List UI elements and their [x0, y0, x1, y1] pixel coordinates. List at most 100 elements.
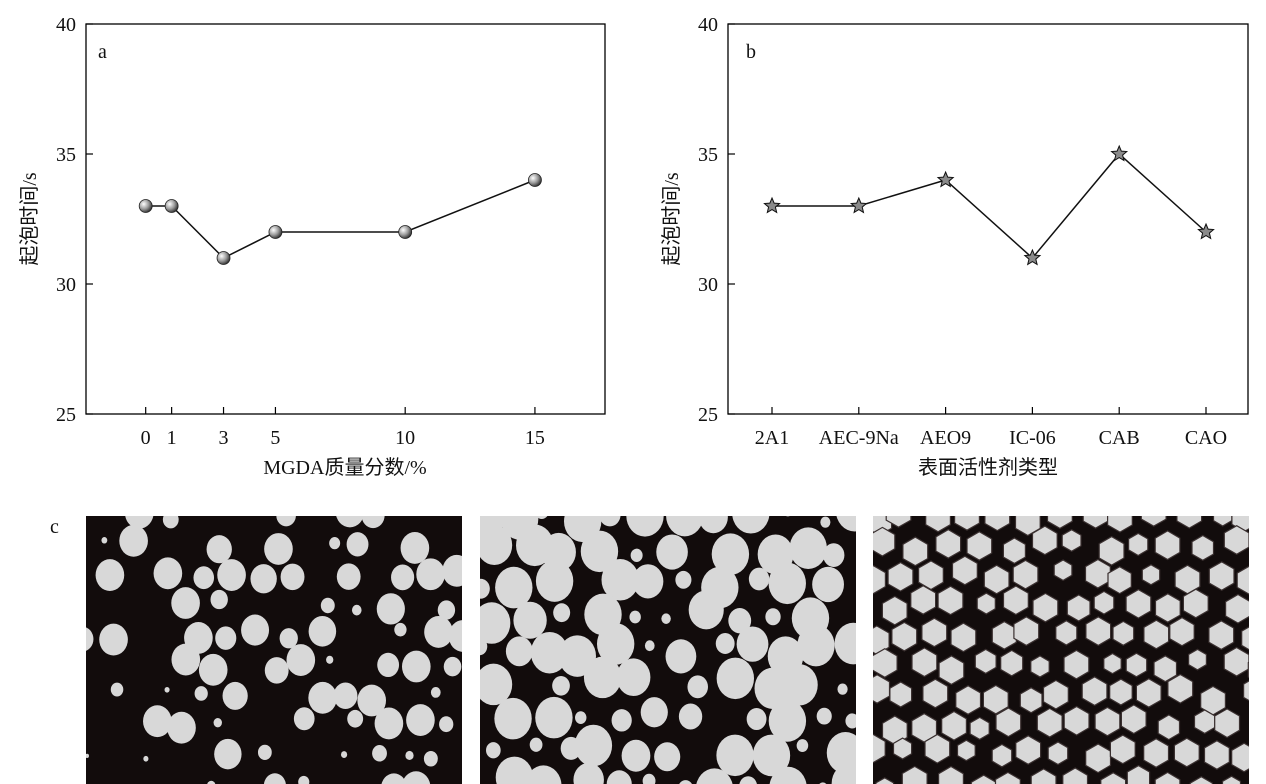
- foam-bubble: [732, 516, 770, 534]
- foam-bubble: [630, 548, 643, 563]
- foam-bubble: [982, 684, 1009, 715]
- foam-bubble: [752, 734, 791, 777]
- chart-a-data-point: [216, 251, 231, 265]
- foam-bubble: [264, 533, 293, 565]
- foam-bubble: [1107, 516, 1133, 533]
- foam-bubble: [164, 686, 170, 693]
- foam-bubble: [644, 640, 655, 652]
- foam-bubble: [346, 532, 369, 557]
- foam-bubble: [1212, 516, 1233, 527]
- foam-bubble: [374, 707, 404, 740]
- foam-bubble: [688, 590, 724, 630]
- foam-bubble: [739, 776, 757, 784]
- foam-bubble: [210, 589, 228, 610]
- foam-bubble: [1208, 561, 1235, 591]
- foam-bubble: [153, 557, 183, 590]
- foam-bubble: [1013, 616, 1040, 647]
- foam-bubble: [423, 750, 438, 767]
- foam-bubble: [193, 566, 215, 590]
- foam-bubble: [837, 683, 848, 695]
- foam-bubble: [983, 564, 1010, 595]
- foam-bubble: [1046, 516, 1073, 530]
- foam-bubble: [1036, 707, 1063, 738]
- foam-bubble: [336, 563, 361, 590]
- foam-bubble: [765, 608, 781, 626]
- foam-bubble: [213, 717, 222, 728]
- foam-bubble: [171, 587, 200, 619]
- foam-bubble: [654, 742, 681, 772]
- foam-bubble: [679, 780, 692, 784]
- foam-bubble: [110, 682, 124, 697]
- chart-b-y-axis-title: 起泡时间/s: [660, 172, 683, 266]
- foam-bubble: [768, 700, 807, 742]
- foam-bubble: [535, 696, 573, 739]
- foam-bubble: [887, 561, 914, 592]
- foam-bubble: [601, 559, 639, 601]
- foam-bubble: [336, 516, 364, 528]
- foam-bubble: [1189, 776, 1213, 784]
- foam-bubble: [823, 543, 845, 567]
- chart-b-data-point: [763, 196, 781, 214]
- foam-bubble: [1000, 649, 1024, 677]
- foam-bubble: [575, 711, 587, 724]
- foam-bubble: [525, 765, 562, 784]
- foam-bubble: [834, 622, 856, 665]
- foam-bubble: [1109, 678, 1133, 706]
- foam-bubble: [911, 647, 938, 678]
- foam-bubble: [101, 537, 108, 544]
- foam-bubble: [935, 528, 962, 559]
- chart-b-x-axis: 2A1 AEC-9Na AEO9 IC-06 CAB CAO: [755, 407, 1227, 449]
- foam-bubble: [263, 773, 286, 784]
- foam-bubble: [1066, 594, 1091, 622]
- chart-b-data-point: [1110, 144, 1129, 162]
- foam-bubble: [1030, 768, 1057, 784]
- foam-bubble: [143, 755, 149, 762]
- foam-bubble: [206, 535, 232, 564]
- foam-bubble: [831, 763, 856, 784]
- foam-bubble: [1053, 559, 1073, 582]
- foam-bubble: [596, 623, 635, 665]
- foam-bubble: [326, 655, 334, 664]
- foam-bubble: [257, 744, 272, 760]
- foam-photo-canvas: [873, 516, 1249, 784]
- foam-bubble: [1109, 734, 1136, 765]
- foam-bubble: [1154, 530, 1181, 561]
- foam-bubble: [264, 657, 289, 684]
- foam-bubble: [1203, 740, 1230, 770]
- foam-bubble: [1188, 648, 1207, 671]
- foam-bubble: [1107, 566, 1132, 595]
- foam-bubble: [1128, 532, 1149, 557]
- foam-bubble: [748, 567, 770, 591]
- foam-bubble: [1098, 535, 1125, 566]
- chart-a-x-tick-label: 5: [270, 427, 280, 449]
- foam-bubble: [984, 516, 1011, 532]
- foam-bubble: [535, 560, 574, 602]
- foam-bubble: [698, 516, 728, 534]
- foam-bubble: [1085, 616, 1112, 647]
- foam-bubble: [333, 682, 358, 710]
- foam-bubble: [873, 564, 886, 595]
- foam-bubble: [340, 751, 348, 759]
- foam-bubble: [715, 633, 735, 654]
- foam-bubble: [573, 762, 604, 784]
- foam-bubble: [889, 681, 913, 708]
- chart-b-y-axis: 25 30 35 40: [698, 14, 735, 426]
- foam-bubble: [629, 610, 641, 624]
- chart-b-x-tick-label: AEC-9Na: [819, 427, 899, 449]
- foam-bubble: [222, 681, 248, 710]
- chart-b-x-tick-label: CAO: [1185, 427, 1227, 449]
- foam-bubble: [86, 753, 89, 758]
- foam-bubble: [171, 643, 201, 676]
- chart-b-x-tick-label: AEO9: [920, 427, 971, 449]
- foam-bubble: [529, 737, 543, 752]
- foam-bubble: [308, 681, 337, 714]
- foam-bubble: [768, 562, 806, 605]
- foam-bubble: [1143, 619, 1170, 650]
- foam-bubble: [298, 775, 310, 784]
- foam-bubble: [495, 566, 533, 609]
- foam-bubble: [797, 624, 835, 667]
- chart-b-x-tick-label: IC-06: [1009, 427, 1056, 449]
- foam-bubble: [696, 768, 733, 784]
- foam-bubble: [1154, 771, 1181, 784]
- foam-bubble: [391, 564, 415, 591]
